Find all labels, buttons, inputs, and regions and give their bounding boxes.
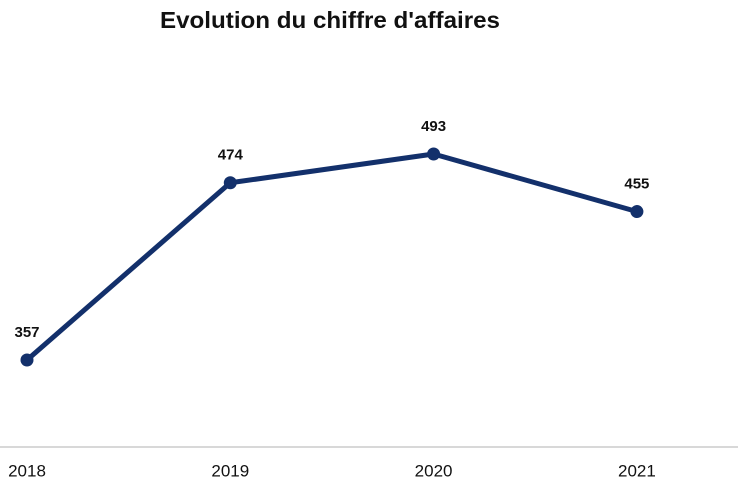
marker xyxy=(20,353,34,367)
x-tick-label: 2019 xyxy=(211,461,249,480)
data-label: 493 xyxy=(421,118,446,135)
data-label: 455 xyxy=(624,176,649,193)
chart-title: Evolution du chiffre d'affaires xyxy=(160,7,500,33)
marker xyxy=(223,176,237,190)
data-label: 474 xyxy=(218,147,244,164)
marker xyxy=(630,205,644,219)
x-tick-label: 2020 xyxy=(415,461,453,480)
data-label: 357 xyxy=(14,324,39,341)
marker xyxy=(427,147,441,161)
line xyxy=(24,151,640,363)
x-tick-label: 2018 xyxy=(8,461,46,480)
x-tick-label: 2021 xyxy=(618,461,656,480)
